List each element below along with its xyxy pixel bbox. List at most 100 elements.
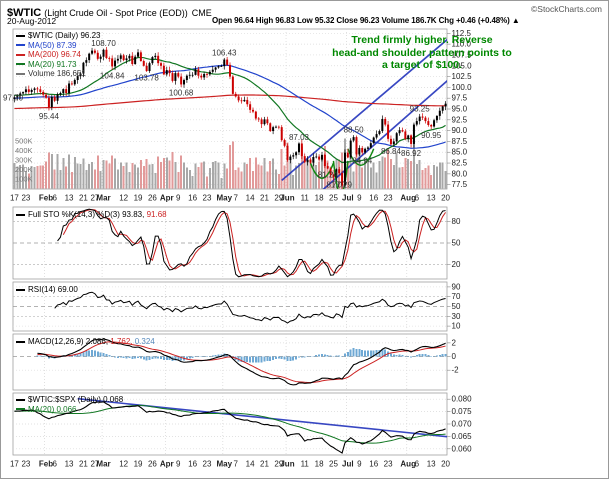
annotation-note: Trend firmly higher. Reverse head-and sh… (327, 34, 517, 72)
legend-text: MA(20) 91.73 (28, 59, 77, 69)
ratio-trendline (77, 397, 447, 438)
head-shoulders-arc (332, 160, 349, 189)
ratio-ma-line (14, 404, 446, 444)
x-axis-label: 25 (329, 460, 338, 469)
price-axis-label: 95.0 (452, 105, 468, 114)
x-axis-label: 20 (441, 194, 450, 203)
panel-borders (12, 28, 448, 456)
swing-label: 108.70 (91, 39, 116, 48)
x-axis-label: 23 (21, 194, 30, 203)
x-axis-label: 23 (21, 460, 30, 469)
legend-text: RSI(14) 69.00 (28, 285, 78, 294)
x-axis-label: 6 (415, 460, 420, 469)
price-axis-label: 105.0 (452, 61, 473, 70)
chart-date: 20-Aug-2012 (7, 16, 57, 26)
rsi-legend: RSI(14) 69.00 (16, 285, 78, 295)
legend-text: MA(200) 96.74 (28, 50, 81, 59)
panel-axis-label: 0.070 (452, 420, 473, 429)
x-axis-label: Jun (280, 460, 294, 469)
x-axis-label: Aug (400, 194, 416, 203)
sto-lines (57, 208, 446, 278)
legend-swatch (16, 44, 25, 47)
swing-label: 87.03 (289, 133, 310, 142)
legend-text: MA(20) 0.066 (28, 404, 77, 414)
panel-axis-label: 2 (452, 338, 457, 347)
x-axis-label: Apr (160, 194, 174, 203)
legend-swatch (16, 288, 25, 291)
panel-axis-label: 30 (452, 312, 461, 321)
swing-label: 86.92 (401, 149, 422, 158)
sto-k-line (57, 208, 446, 278)
price-axis-label: 90.0 (452, 126, 468, 135)
x-axis-label: 13 (427, 460, 436, 469)
legend-row: Volume 186,651 (16, 69, 100, 79)
x-axis-label: 11 (301, 460, 310, 469)
x-axis-label: May (216, 194, 232, 203)
main-legend: $WTIC (Daily) 96.23 MA(50) 87.39 MA(200) 9… (16, 31, 100, 79)
legend-text: 0.324 (134, 337, 155, 346)
legend-row: MACD(12,26,9) 2.086, 1.762, 0.324 (16, 337, 155, 347)
price-axis-label: 92.5 (452, 115, 468, 124)
swing-label: 93.25 (410, 104, 431, 113)
price-axis-label: 112.5 (452, 29, 472, 38)
x-axis-label: 9 (357, 460, 362, 469)
sto-d-line (62, 209, 446, 277)
x-axis-label: 7 (234, 194, 239, 203)
x-axis-label: 14 (246, 460, 255, 469)
x-axis-label: 14 (246, 194, 255, 203)
panel-axis-label: 0.075 (452, 407, 473, 416)
annotation-line: a target of $100. (382, 59, 462, 71)
rsi-line (54, 291, 446, 324)
price-axis-label: 80.0 (452, 169, 468, 178)
ratio-lines (14, 397, 447, 454)
swing-label: 88.50 (344, 126, 365, 135)
legend-swatch (16, 34, 25, 37)
x-axis-label: 6 (52, 194, 57, 203)
stockcharts-credit-link[interactable]: ©StockCharts.com (531, 4, 602, 14)
x-axis-label: 21 (79, 194, 88, 203)
volume-axis-label: 400K (15, 146, 33, 155)
legend-row: $WTIC:$SPX (Daily) 0.068 (16, 395, 123, 405)
panel-axis-label: -2 (452, 366, 460, 375)
x-axis-label: 6 (415, 194, 420, 203)
x-axis-label: 21 (79, 460, 88, 469)
swing-label: 106.43 (212, 48, 237, 57)
panel-axis-label: 20 (452, 260, 461, 269)
price-axis-label: 107.5 (452, 50, 473, 59)
legend-row: $WTIC (Daily) 96.23 (16, 31, 100, 41)
x-axis-label: 26 (148, 194, 157, 203)
legend-swatch (16, 408, 25, 411)
x-axis-label: 27 (90, 194, 99, 203)
x-axis-label: 12 (119, 460, 128, 469)
x-axis-label: 12 (119, 194, 128, 203)
panel-axis-label: 50 (452, 239, 461, 248)
x-axis-label: 16 (369, 460, 378, 469)
swing-label: 81.07 (326, 181, 347, 190)
x-axis-label: Mar (96, 460, 110, 469)
x-axis-label: 9 (357, 194, 362, 203)
candlesticks (13, 47, 447, 189)
x-axis-label: 9 (176, 194, 181, 203)
legend-swatch (16, 53, 25, 56)
x-axis-label: 9 (176, 460, 181, 469)
ma200-line (14, 94, 446, 110)
x-axis-label: 17 (10, 460, 19, 469)
x-axis-label: 26 (148, 460, 157, 469)
x-axis-label: Aug (400, 460, 416, 469)
legend-swatch (16, 213, 25, 216)
swing-label: 97.70 (3, 93, 24, 102)
legend-text: $WTIC (Daily) 96.23 (28, 31, 101, 40)
rsi-line-group (54, 291, 446, 324)
macd-legend: MACD(12,26,9) 2.086, 1.762, 0.324 (16, 337, 155, 347)
panel-axis-label: 50 (452, 302, 461, 311)
legend-text: 93.83, (122, 210, 147, 219)
legend-row: MA(20) 91.73 (16, 60, 100, 70)
price-axis-label: 110.0 (452, 40, 472, 49)
panel-grid (13, 221, 447, 265)
price-axis-label: 87.5 (452, 137, 468, 146)
panel-axis-label: 0.080 (452, 395, 473, 404)
x-axis-label: 21 (260, 194, 269, 203)
